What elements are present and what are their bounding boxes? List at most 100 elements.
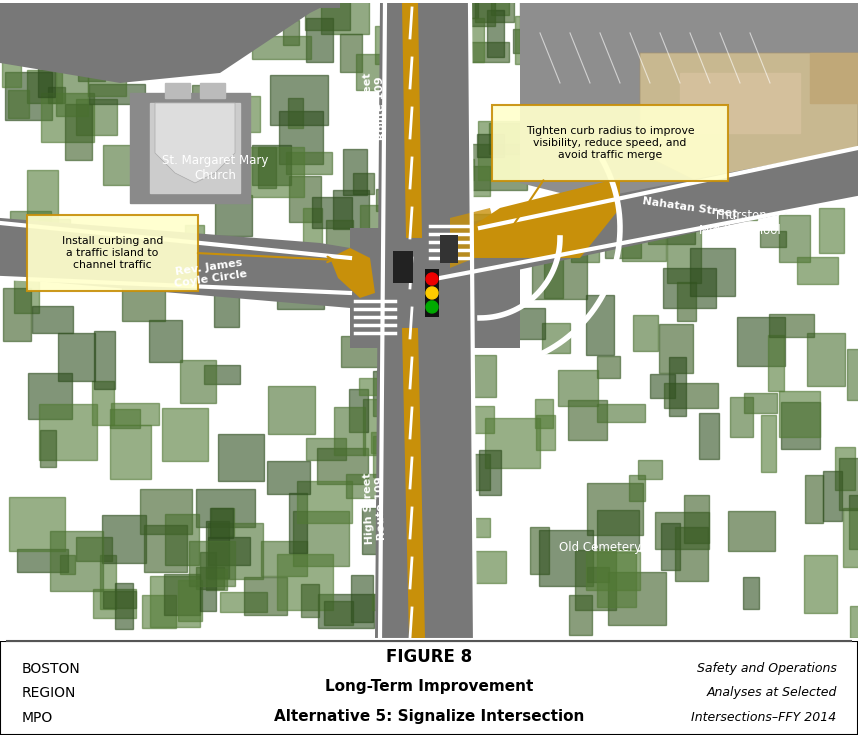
Bar	[246, 246, 263, 263]
Bar	[747, 154, 799, 184]
Bar	[511, 308, 545, 339]
Bar	[849, 606, 858, 638]
Bar	[258, 147, 276, 188]
Bar	[570, 595, 591, 635]
Bar	[745, 0, 761, 26]
Bar	[734, 65, 767, 111]
Bar	[333, 190, 369, 229]
Bar	[303, 209, 322, 268]
Bar	[459, 453, 490, 490]
Bar	[110, 425, 151, 479]
Bar	[424, 567, 464, 601]
Text: MPO: MPO	[21, 711, 52, 725]
Bar	[311, 254, 354, 269]
Text: Thurston
Middle School: Thurston Middle School	[699, 209, 781, 237]
Bar	[150, 576, 200, 627]
Bar	[436, 166, 490, 196]
Bar	[209, 0, 242, 20]
Bar	[586, 552, 639, 589]
Bar	[836, 448, 855, 490]
Bar	[190, 541, 235, 586]
Circle shape	[426, 301, 438, 313]
Bar	[734, 201, 758, 220]
Text: Tighten curb radius to improve
visibility, reduce speed, and
avoid traffic merge: Tighten curb radius to improve visibilit…	[526, 126, 694, 159]
Bar	[89, 84, 145, 104]
Polygon shape	[0, 218, 380, 308]
Bar	[3, 288, 31, 341]
Bar	[477, 134, 504, 157]
Bar	[680, 73, 800, 133]
Bar	[214, 268, 239, 327]
Bar	[10, 211, 51, 258]
Bar	[326, 220, 353, 263]
Bar	[206, 521, 229, 578]
Bar	[443, 18, 484, 62]
Bar	[260, 245, 290, 297]
Bar	[465, 215, 492, 236]
Bar	[100, 555, 117, 609]
Bar	[825, 62, 858, 101]
Bar	[334, 407, 365, 455]
Bar	[277, 277, 324, 309]
Bar	[757, 0, 793, 27]
Bar	[305, 0, 350, 30]
Bar	[122, 275, 165, 321]
Bar	[441, 220, 458, 262]
Bar	[8, 90, 28, 118]
Bar	[468, 144, 527, 190]
Bar	[353, 173, 374, 194]
Bar	[544, 245, 563, 298]
Bar	[389, 584, 416, 617]
Bar	[215, 196, 252, 236]
Bar	[150, 103, 240, 193]
Bar	[360, 205, 393, 232]
Polygon shape	[640, 53, 858, 183]
Bar	[200, 83, 225, 98]
Bar	[444, 232, 483, 259]
Bar	[126, 23, 163, 49]
Bar	[456, 159, 474, 180]
Bar	[65, 104, 92, 159]
Bar	[76, 537, 112, 562]
Bar	[744, 393, 777, 413]
Bar	[442, 0, 478, 18]
Bar	[769, 335, 784, 391]
Bar	[4, 0, 42, 19]
Bar	[166, 514, 199, 564]
Bar	[358, 250, 414, 269]
Bar	[779, 392, 820, 437]
Bar	[412, 0, 444, 12]
Bar	[669, 357, 686, 415]
Polygon shape	[470, 178, 620, 258]
Bar	[293, 512, 349, 566]
Bar	[690, 248, 734, 296]
Bar	[384, 0, 408, 7]
Bar	[530, 527, 549, 574]
Bar	[537, 93, 582, 117]
Bar	[3, 45, 21, 87]
Bar	[558, 370, 598, 406]
Bar	[364, 399, 406, 455]
Bar	[346, 474, 380, 498]
Bar	[621, 143, 643, 162]
Bar	[686, 0, 716, 4]
Text: High Street
Route 109: High Street Route 109	[363, 472, 387, 544]
Bar	[724, 23, 742, 47]
Bar	[131, 238, 173, 272]
Bar	[38, 67, 55, 97]
Bar	[5, 72, 51, 120]
Bar	[404, 484, 441, 523]
Bar	[810, 36, 854, 87]
Bar	[317, 594, 374, 628]
Bar	[479, 451, 501, 495]
Bar	[648, 220, 695, 244]
FancyBboxPatch shape	[492, 105, 728, 181]
Bar	[289, 493, 306, 553]
Bar	[666, 1, 684, 40]
Bar	[115, 583, 133, 629]
Bar	[57, 65, 88, 116]
Bar	[341, 34, 362, 71]
Bar	[287, 98, 303, 128]
Text: Analyses at Selected: Analyses at Selected	[706, 686, 837, 699]
Bar	[27, 71, 62, 103]
